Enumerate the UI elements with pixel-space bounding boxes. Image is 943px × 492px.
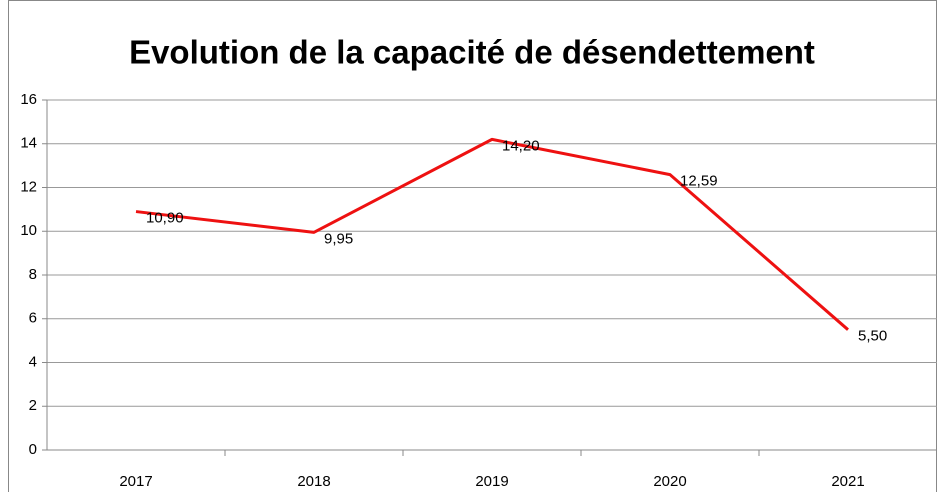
data-label: 14,20 <box>502 137 540 154</box>
data-label: 10,90 <box>146 210 184 227</box>
y-tick-label: 4 <box>29 353 37 370</box>
x-tick-label: 2020 <box>653 473 686 490</box>
y-tick-label: 14 <box>20 135 37 152</box>
y-tick-label: 8 <box>29 266 37 283</box>
data-label: 5,50 <box>858 328 887 345</box>
y-tick-label: 0 <box>29 441 37 458</box>
data-label: 12,59 <box>680 173 718 190</box>
x-tick-label: 2018 <box>297 473 330 490</box>
line <box>135 137 849 331</box>
data-label: 9,95 <box>324 230 353 247</box>
y-tick-label: 10 <box>20 222 37 239</box>
y-tick-label: 6 <box>29 310 37 327</box>
x-tick-label: 2019 <box>475 473 508 490</box>
y-tick-label: 12 <box>20 178 37 195</box>
chart-title: Evolution de la capacité de désendetteme… <box>129 34 815 71</box>
chart-border <box>8 0 937 492</box>
x-tick-label: 2021 <box>831 473 864 490</box>
y-tick-label: 2 <box>29 397 37 414</box>
y-tick-label: 16 <box>20 91 37 108</box>
x-tick-label: 2017 <box>119 473 152 490</box>
